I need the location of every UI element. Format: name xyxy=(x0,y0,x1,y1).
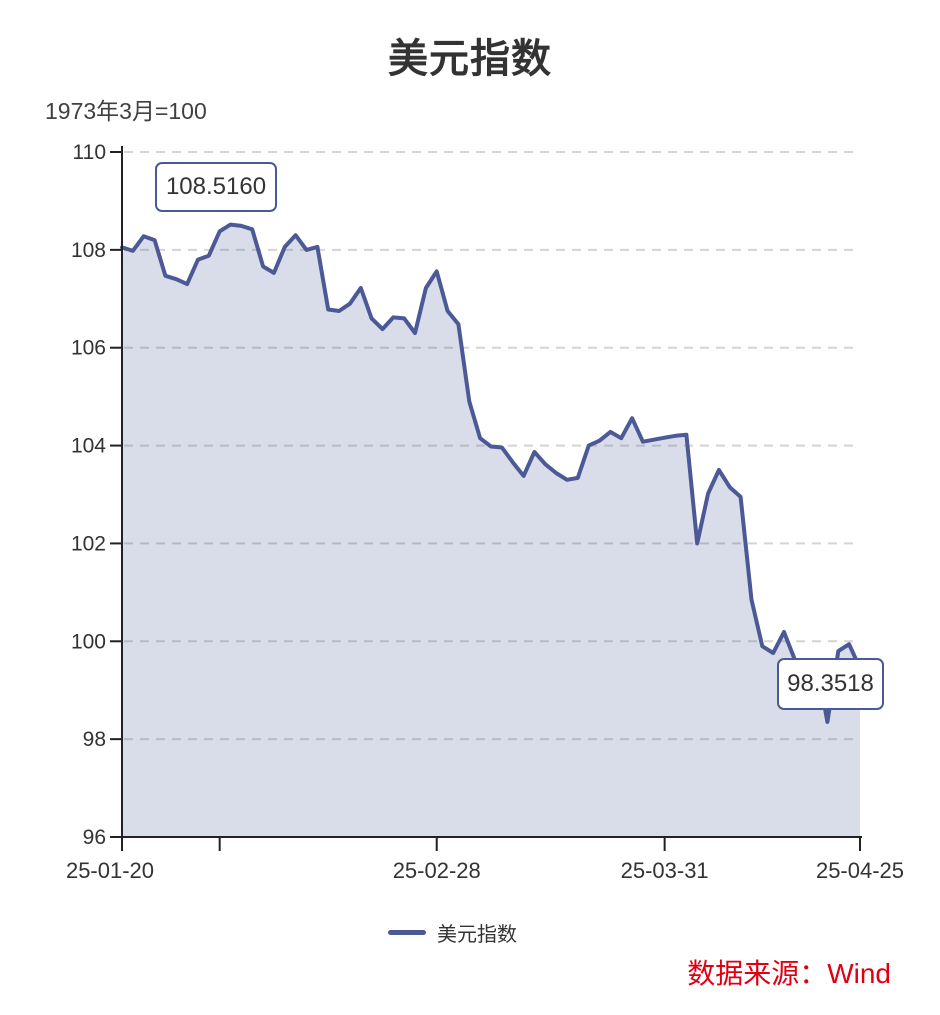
min-value-text: 98.3518 xyxy=(787,670,874,697)
x-tick-label-50: 25-03-31 xyxy=(621,858,709,883)
y-tick-label-98: 98 xyxy=(83,728,106,751)
y-tick-label-104: 104 xyxy=(71,435,106,458)
y-tick-label-96: 96 xyxy=(83,826,106,849)
data-source-note: 数据来源：Wind xyxy=(687,958,891,989)
x-tick-label-68: 25-04-25 xyxy=(816,858,904,883)
y-tick-label-110: 110 xyxy=(73,141,106,164)
x-tick-label-29: 25-02-28 xyxy=(393,858,481,883)
y-tick-label-108: 108 xyxy=(71,239,106,262)
x-tick-label-0: 25-01-20 xyxy=(66,858,154,883)
series-line xyxy=(120,222,862,724)
min-value-label: 98.3518 xyxy=(777,658,884,710)
chart-title: 美元指数 xyxy=(388,37,552,81)
y-tick-label-106: 106 xyxy=(71,337,106,360)
max-value-label: 108.5160 xyxy=(155,162,277,212)
axis-unit-note: 1973年3月=100 xyxy=(45,98,207,124)
legend-line-swatch-icon xyxy=(388,930,426,935)
legend-label: 美元指数 xyxy=(437,924,517,946)
y-tick-label-100: 100 xyxy=(71,630,106,653)
max-value-text: 108.5160 xyxy=(165,173,267,200)
legend-item[interactable]: 美元指数 xyxy=(388,918,517,947)
y-tick-label-102: 102 xyxy=(71,532,106,555)
series-area xyxy=(122,224,860,838)
